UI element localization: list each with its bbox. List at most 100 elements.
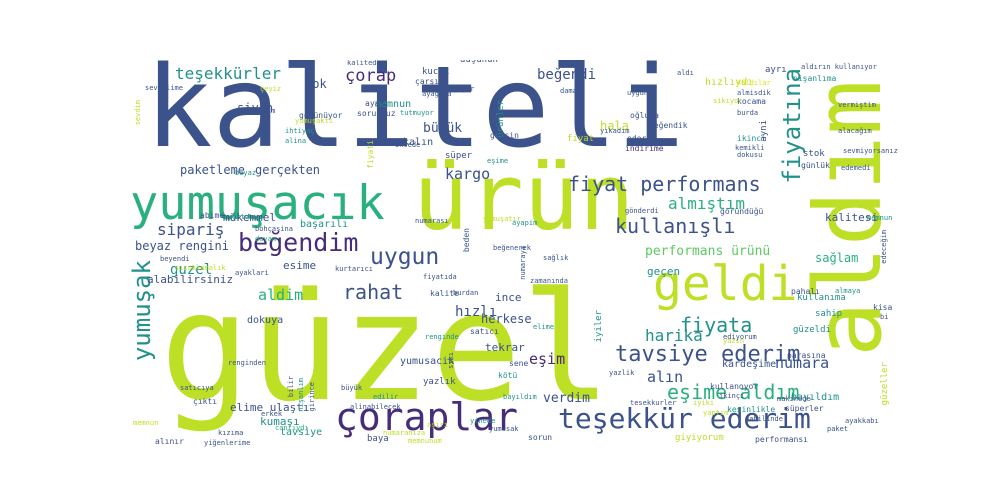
word: edilir [373, 393, 399, 401]
word: memnun [867, 214, 893, 222]
word: aldı [677, 69, 694, 77]
word: ayak [365, 99, 385, 108]
word: kaliteli [145, 60, 685, 173]
word: nişanlım [297, 378, 305, 412]
word: süperler [785, 404, 824, 413]
word: beden [462, 228, 471, 253]
word: kızıma [218, 429, 244, 437]
word: öncede [395, 141, 421, 149]
word: hala [600, 119, 629, 133]
word: kalite [430, 289, 459, 298]
word: erkek [261, 410, 283, 418]
word: makinede [777, 395, 811, 403]
word: kullanışlı [615, 214, 736, 238]
word: bi [880, 313, 889, 321]
word: sevgilime [145, 84, 183, 92]
word: çoraplar [335, 395, 519, 439]
word: parasına [787, 351, 826, 360]
word: almıştım [668, 194, 746, 213]
word: paketleme [180, 163, 246, 177]
word: sipariş [157, 220, 225, 239]
word: yinede [470, 417, 496, 425]
word: başarılı [300, 219, 349, 230]
word: siyah [237, 101, 274, 115]
word: tavsiye ederim [615, 342, 801, 367]
word: sahip [815, 309, 843, 319]
word: kullanıma [797, 293, 846, 303]
word: burdan [453, 289, 479, 297]
word: sorun [528, 433, 553, 442]
word: gönderdi [625, 207, 659, 215]
word: yazlik [609, 369, 635, 377]
word: ayaklari [235, 269, 269, 277]
word: hızlı [455, 304, 498, 320]
word: kesinlikle [727, 405, 776, 414]
word: kalitede [347, 60, 381, 67]
word: esime [283, 259, 317, 272]
word: abime [200, 211, 225, 220]
word: kemikli [735, 144, 765, 152]
word: fiyatıda [423, 273, 457, 281]
word: alina [285, 137, 307, 145]
word: gerçekten [255, 163, 321, 177]
word: ayni [759, 120, 769, 142]
word: dahilinde [745, 415, 783, 423]
word: numara [775, 354, 830, 372]
word: numaraya [519, 246, 527, 280]
word: beğendim [238, 228, 359, 257]
word: geçen [647, 265, 681, 278]
word: yumusak [489, 425, 519, 433]
word: dokusu [737, 151, 763, 159]
word: düşünün [460, 60, 498, 65]
word: aldırın kullanıyor [801, 63, 877, 71]
word: yazlık [423, 377, 456, 387]
word: yiğenlerime [204, 439, 251, 447]
word: alabilirsiniz [147, 273, 234, 286]
word: aşırı [427, 421, 449, 429]
word: tutmuyor [400, 109, 434, 117]
word: kalitesi [825, 211, 878, 224]
word: kardeşime [722, 359, 777, 370]
word: bohçasina [255, 225, 293, 233]
word: kisa [873, 303, 893, 312]
word: verdim [543, 391, 590, 406]
word: performansı [755, 435, 808, 444]
word: zamanında [530, 277, 568, 285]
word: yumuşaktı [295, 117, 333, 125]
word: sıkı [447, 352, 455, 369]
word: teşekkür ederim [558, 402, 811, 435]
word: günlük [801, 161, 830, 170]
word: giyiyor [445, 85, 475, 93]
word: beğenerek [493, 244, 531, 252]
word: kumaşı [260, 415, 300, 428]
word: alın [647, 368, 684, 386]
word: iyiki [693, 399, 715, 407]
word: yaptım [703, 409, 729, 417]
word-cloud: güzel kaliteli aldım ürün yumuşacık geld… [125, 60, 905, 450]
word: sene [509, 359, 529, 368]
word: eşime [487, 157, 509, 165]
word: güzeldi [793, 325, 831, 335]
word: rahat [343, 280, 404, 304]
word: ediyorum [723, 333, 757, 341]
word: yumuşatır [483, 215, 521, 223]
word: görünüyor [299, 111, 343, 120]
word: tavsiye [280, 427, 323, 438]
word: satıcıya [180, 384, 214, 392]
word: ince [495, 291, 522, 304]
word: eşim [529, 350, 566, 368]
word: sevmiyorsanız [843, 147, 898, 155]
word: hızlıydı [705, 77, 754, 88]
word: sağlam [815, 251, 859, 265]
word: indirime [625, 144, 664, 153]
word: memnunum [408, 437, 442, 445]
word: ederim [627, 134, 656, 143]
word: giyiyorum [675, 433, 724, 443]
word: göründüğü [720, 207, 764, 216]
word: ikinci [737, 134, 766, 143]
word: fiyat [567, 134, 595, 144]
word: ikinçi [719, 392, 745, 400]
word: sağlık [543, 254, 569, 262]
word: renginde [425, 333, 459, 341]
word: herkese [481, 312, 532, 326]
